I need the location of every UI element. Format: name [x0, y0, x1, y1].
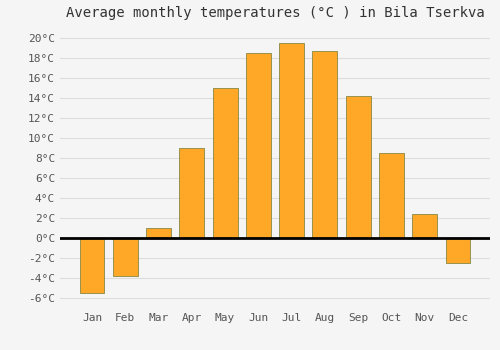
Bar: [379, 153, 404, 238]
Bar: [246, 53, 271, 238]
Bar: [412, 214, 437, 238]
Bar: [446, 238, 470, 263]
Bar: [80, 238, 104, 293]
Bar: [312, 51, 338, 238]
Bar: [212, 88, 238, 238]
Bar: [346, 96, 370, 238]
Title: Average monthly temperatures (°C ) in Bila Tserkva: Average monthly temperatures (°C ) in Bi…: [66, 6, 484, 20]
Bar: [113, 238, 138, 276]
Bar: [180, 148, 204, 238]
Bar: [279, 43, 304, 238]
Bar: [146, 228, 171, 238]
